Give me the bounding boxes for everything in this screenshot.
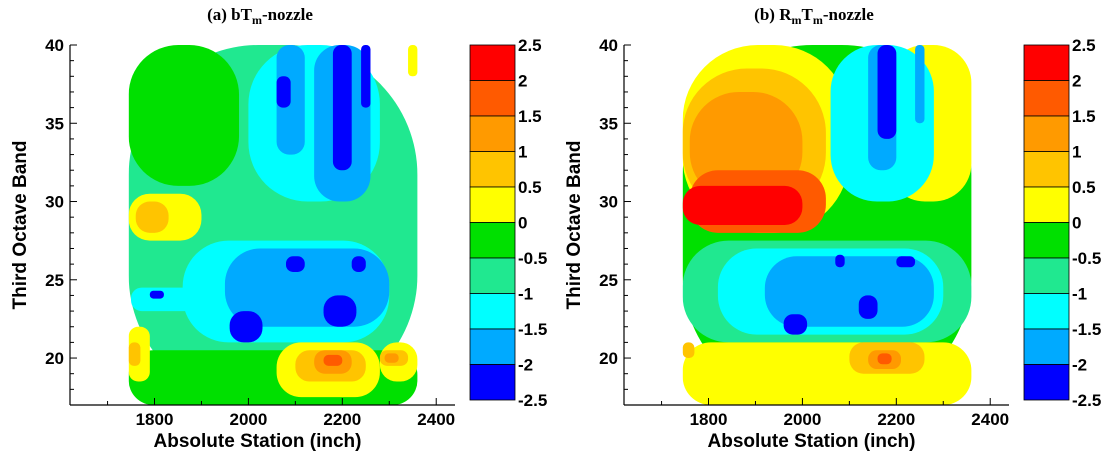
y-tick-label: 35 (599, 114, 618, 133)
contour-region-6 (682, 185, 803, 225)
contour-region-16 (149, 290, 164, 299)
colorbar-swatch (1023, 328, 1070, 365)
colorbar-label: 1 (1072, 143, 1081, 162)
colorbar-swatch (469, 364, 516, 401)
colorbar-swatch (469, 186, 516, 223)
colorbar-label: -2 (518, 356, 533, 375)
x-tick-label: 2000 (784, 410, 822, 429)
y-tick-label: 35 (45, 114, 64, 133)
colorbar-swatch (469, 257, 516, 294)
y-tick-label: 30 (599, 193, 618, 212)
x-tick-label: 2200 (323, 410, 361, 429)
colorbar-label: -2.5 (1072, 391, 1101, 410)
contour-region-28 (323, 354, 343, 366)
contour-region-13 (877, 45, 897, 139)
y-axis-label: Third Octave Band (10, 141, 31, 310)
x-axis-label: Absolute Station (inch) (154, 431, 362, 452)
contour-region-21 (408, 45, 418, 77)
colorbar-swatch (1023, 80, 1070, 117)
y-tick-label: 40 (599, 36, 618, 55)
colorbar-label: -1.5 (1072, 320, 1101, 339)
contour-region-11 (276, 76, 291, 108)
colorbar-label: -0.5 (1072, 249, 1101, 268)
colorbar-label: 0.5 (1072, 178, 1096, 197)
colorbar-swatch (469, 115, 516, 152)
colorbar-swatch (469, 222, 516, 259)
colorbar-label: 2 (1072, 72, 1081, 91)
contour-field (682, 45, 972, 405)
colorbar-swatch (1023, 222, 1070, 259)
colorbar-label: 0 (1072, 214, 1081, 233)
contour-region-22 (135, 201, 169, 233)
colorbar-label: 0 (518, 214, 527, 233)
colorbar-swatch (469, 293, 516, 330)
contour-region-13 (323, 295, 357, 327)
y-tick-label: 20 (599, 349, 618, 368)
contour-region-10 (361, 45, 371, 108)
colorbar-swatch (1023, 186, 1070, 223)
colorbar-swatch (1023, 151, 1070, 188)
y-tick-label: 40 (45, 36, 64, 55)
colorbar-label: 0.5 (518, 178, 542, 197)
colorbar-label: -2 (1072, 356, 1087, 375)
colorbar-label: 2 (518, 72, 527, 91)
y-tick-label: 25 (45, 271, 64, 290)
colorbar-swatch (469, 44, 516, 81)
colorbar-swatch (1023, 115, 1070, 152)
contour-region-17 (858, 295, 878, 319)
x-axis-label: Absolute Station (inch) (708, 431, 916, 452)
colorbar-label: -1 (518, 285, 533, 304)
contour-region-1 (128, 45, 240, 186)
contour-region-11 (915, 45, 925, 124)
colorbar: 2.5 2 1.5 1 0.5 0 -0.5 -1 -1.5 -2 -2.5 (469, 36, 547, 410)
colorbar-label: 2.5 (1072, 36, 1096, 55)
contour-region-18 (682, 342, 972, 405)
colorbar-swatch (1023, 44, 1070, 81)
colorbar-label: -2.5 (518, 391, 547, 410)
colorbar-swatch (1023, 257, 1070, 294)
colorbar-label: 2.5 (518, 36, 542, 55)
x-tick-label: 2400 (417, 410, 455, 429)
contour-region-14 (783, 314, 808, 335)
contour-region-21 (877, 353, 892, 365)
colorbar-swatch (1023, 293, 1070, 330)
colorbar-swatch (469, 151, 516, 188)
contour-field (128, 45, 418, 405)
contour-region-23 (128, 342, 141, 366)
colorbar-label: -1 (1072, 285, 1087, 304)
contour-region-27 (384, 353, 399, 363)
chart-panel-b: (b) RmTm-nozzle 1800 2000 2200 2400 20 25 30 35 4… (554, 0, 1108, 467)
contour-region-14 (285, 256, 305, 272)
contour-region-12 (229, 311, 263, 343)
contour-region-15 (351, 256, 366, 272)
contour-region-16 (896, 256, 916, 268)
chart-title: (b) RmTm-nozzle (754, 5, 874, 27)
contour-region-12 (764, 256, 934, 327)
colorbar-label: 1.5 (518, 107, 542, 126)
colorbar-swatch (469, 80, 516, 117)
colorbar-label: -1.5 (518, 320, 547, 339)
x-tick-label: 1800 (690, 410, 728, 429)
y-tick-label: 20 (45, 349, 64, 368)
x-tick-label: 2000 (230, 410, 268, 429)
x-tick-label: 2200 (877, 410, 915, 429)
contour-region-15 (835, 254, 845, 268)
colorbar-label: -0.5 (518, 249, 547, 268)
x-tick-label: 2400 (971, 410, 1009, 429)
colorbar-swatch (1023, 364, 1070, 401)
chart-title: (a) bTm-nozzle (207, 5, 313, 27)
contour-region-9 (332, 45, 352, 171)
y-tick-label: 25 (599, 271, 618, 290)
y-tick-label: 30 (45, 193, 64, 212)
x-tick-label: 1800 (136, 410, 174, 429)
colorbar-label: 1 (518, 143, 527, 162)
colorbar-swatch (469, 328, 516, 365)
chart-panel-a: (a) bTm-nozzle 1800 2000 2200 2400 20 25 30 35 40… (10, 5, 547, 452)
colorbar-label: 1.5 (1072, 107, 1096, 126)
colorbar: 2.5 2 1.5 1 0.5 0 -0.5 -1 -1.5 -2 -2.5 (1023, 36, 1101, 410)
contour-region-22 (682, 342, 695, 359)
y-axis-label: Third Octave Band (564, 141, 585, 310)
